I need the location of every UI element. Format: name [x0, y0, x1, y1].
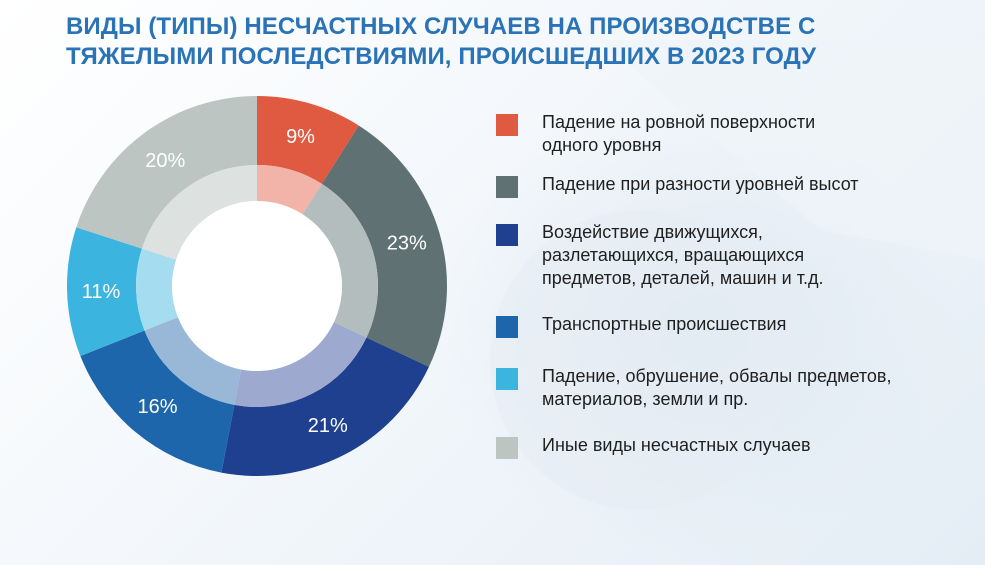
- legend-label-line: материалов, земли и пр.: [542, 389, 749, 409]
- slice-value-label-6: 20%: [145, 150, 185, 172]
- slice-value-label-5: 11%: [82, 281, 121, 303]
- page-title: ВИДЫ (ТИПЫ) НЕСЧАСТНЫХ СЛУЧАЕВ НА ПРОИЗВ…: [66, 12, 926, 72]
- legend-label-line: разлетающихся, вращающихся: [542, 245, 805, 265]
- donut-slice-4: [80, 330, 235, 473]
- legend-label-5: Падение, обрушение, обвалы предметов, мат…: [542, 365, 962, 411]
- legend-label-line: Транспортные происшествия: [542, 314, 787, 334]
- page-title-line-2: ТЯЖЕЛЫМИ ПОСЛЕДСТВИЯМИ, ПРОИСШЕДШИХ В 20…: [66, 43, 817, 70]
- legend-label-3: Воздействие движущихся, разлетающихся, вр…: [542, 221, 962, 290]
- slice-value-label-3: 21%: [308, 415, 348, 437]
- legend-label-line: Иные виды несчастных случаев: [542, 435, 811, 455]
- legend-label-line: предметов, деталей, машин и т.д.: [542, 268, 824, 288]
- legend-label-1: Падение на ровной поверхности одного уров…: [542, 111, 962, 157]
- legend-label-6: Иные виды несчастных случаев: [542, 434, 962, 457]
- donut-inner-slice-2: [302, 183, 378, 338]
- page-title-line-1: ВИДЫ (ТИПЫ) НЕСЧАСТНЫХ СЛУЧАЕВ НА ПРОИЗВ…: [66, 13, 816, 40]
- donut-slice-5: [67, 227, 145, 356]
- legend-label-line: Падение на ровной поверхности: [542, 112, 816, 132]
- legend-swatch-2: [496, 176, 518, 198]
- donut-slice-1: [257, 96, 359, 184]
- donut-inner-slice-6: [141, 165, 257, 260]
- slice-value-label-1: 9%: [286, 126, 315, 148]
- legend-swatch-5: [496, 368, 518, 390]
- legend-label-line: Падение при разности уровней высот: [542, 174, 859, 194]
- slice-value-label-4: 16%: [138, 396, 178, 418]
- slice-value-label-2: 23%: [387, 232, 427, 254]
- donut-slice-2: [321, 125, 448, 367]
- donut-slice-6: [76, 96, 258, 249]
- legend-swatch-3: [496, 224, 518, 246]
- legend-label-line: Воздействие движущихся,: [542, 222, 763, 242]
- donut-hole: [172, 201, 342, 371]
- legend-label-2: Падение при разности уровней высот: [542, 173, 962, 196]
- legend-label-line: Падение, обрушение, обвалы предметов,: [542, 366, 892, 386]
- legend-swatch-6: [496, 437, 518, 459]
- legend-swatch-4: [496, 316, 518, 338]
- donut-slice-3: [221, 337, 429, 476]
- donut-inner-slice-5: [136, 248, 178, 331]
- legend-swatch-1: [496, 114, 518, 136]
- donut-inner-slice-1: [257, 165, 322, 215]
- legend-label-line: одного уровня: [542, 135, 662, 155]
- legend-label-4: Транспортные происшествия: [542, 313, 962, 336]
- donut-inner-slice-3: [234, 322, 367, 407]
- donut-inner-slice-4: [144, 317, 242, 405]
